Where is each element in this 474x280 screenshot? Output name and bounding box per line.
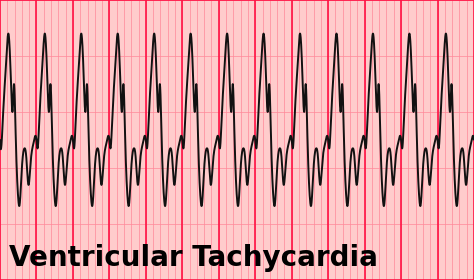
Text: Ventricular Tachycardia: Ventricular Tachycardia	[9, 244, 378, 272]
